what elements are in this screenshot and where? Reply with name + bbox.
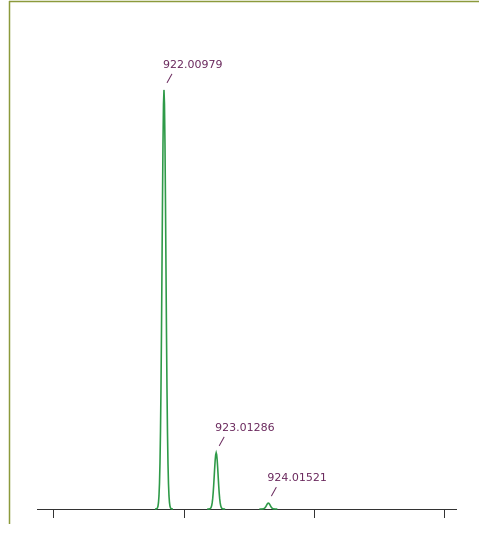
peak (259, 502, 278, 510)
peak-label: 922.00979 (163, 58, 223, 71)
label-leader (270, 486, 277, 497)
peak-label: 923.01286 (215, 421, 275, 434)
peak (207, 449, 226, 510)
peak (154, 89, 173, 510)
peak-label: 924.01521 (267, 471, 327, 484)
label-leader (166, 73, 173, 84)
label-leader (218, 436, 225, 447)
